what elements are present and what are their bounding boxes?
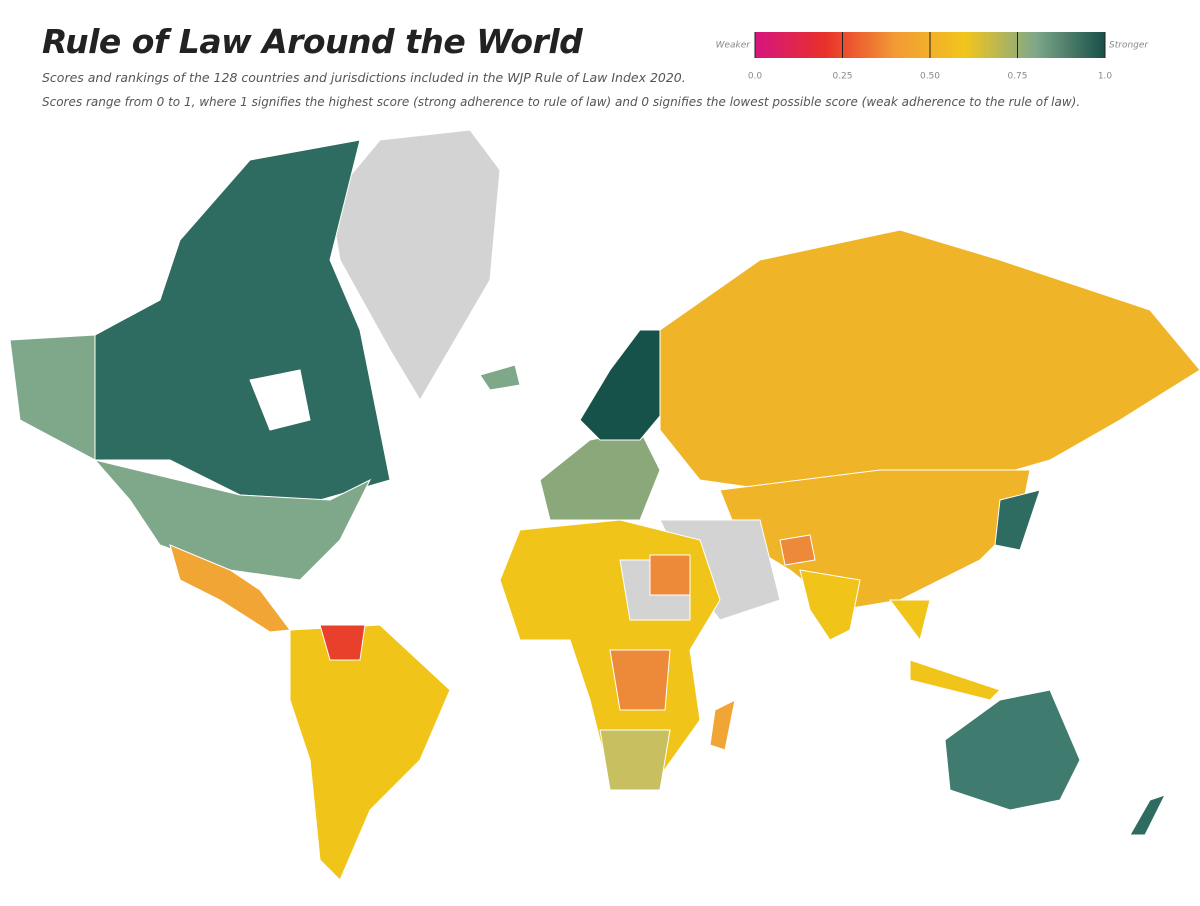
legend: Weaker Stronger 0.0 0.25 0.50 0.75 1.0: [716, 32, 1149, 82]
afghanistan: [779, 534, 816, 566]
iceland: [479, 364, 521, 391]
russia: [659, 229, 1200, 491]
title: Rule of Law Around the World: [42, 22, 583, 61]
europe: [539, 429, 661, 521]
indonesia: [909, 659, 1001, 701]
tick-label: 1.0: [1098, 72, 1113, 82]
southeast-asia: [889, 599, 931, 642]
countries: [9, 129, 1200, 881]
tick-label: 0.25: [832, 72, 852, 82]
scandinavia: [579, 329, 671, 441]
greenland: [329, 129, 501, 401]
new-zealand: [1129, 794, 1166, 836]
south-america: [289, 624, 451, 881]
legend-low-label: Weaker: [716, 41, 752, 51]
madagascar: [709, 699, 736, 751]
venezuela: [319, 624, 366, 661]
usa: [93, 459, 372, 581]
central-america: [169, 544, 291, 633]
congo: [609, 649, 671, 711]
legend-high-label: Stronger: [1109, 41, 1149, 51]
canada: [94, 139, 391, 501]
subtitle: Scores and rankings of the 128 countries…: [42, 70, 686, 85]
egypt: [649, 554, 691, 596]
tick-label: 0.50: [920, 72, 940, 82]
southern-africa: [599, 729, 671, 791]
india: [799, 569, 861, 641]
japan: [994, 489, 1041, 551]
australia: [944, 689, 1081, 811]
subtitle: Scores range from 0 to 1, where 1 signif…: [42, 95, 1081, 109]
alaska: [9, 334, 96, 461]
tick-label: 0.75: [1007, 72, 1027, 82]
tick-label: 0.0: [748, 72, 763, 82]
hudson-bay: [249, 369, 311, 431]
